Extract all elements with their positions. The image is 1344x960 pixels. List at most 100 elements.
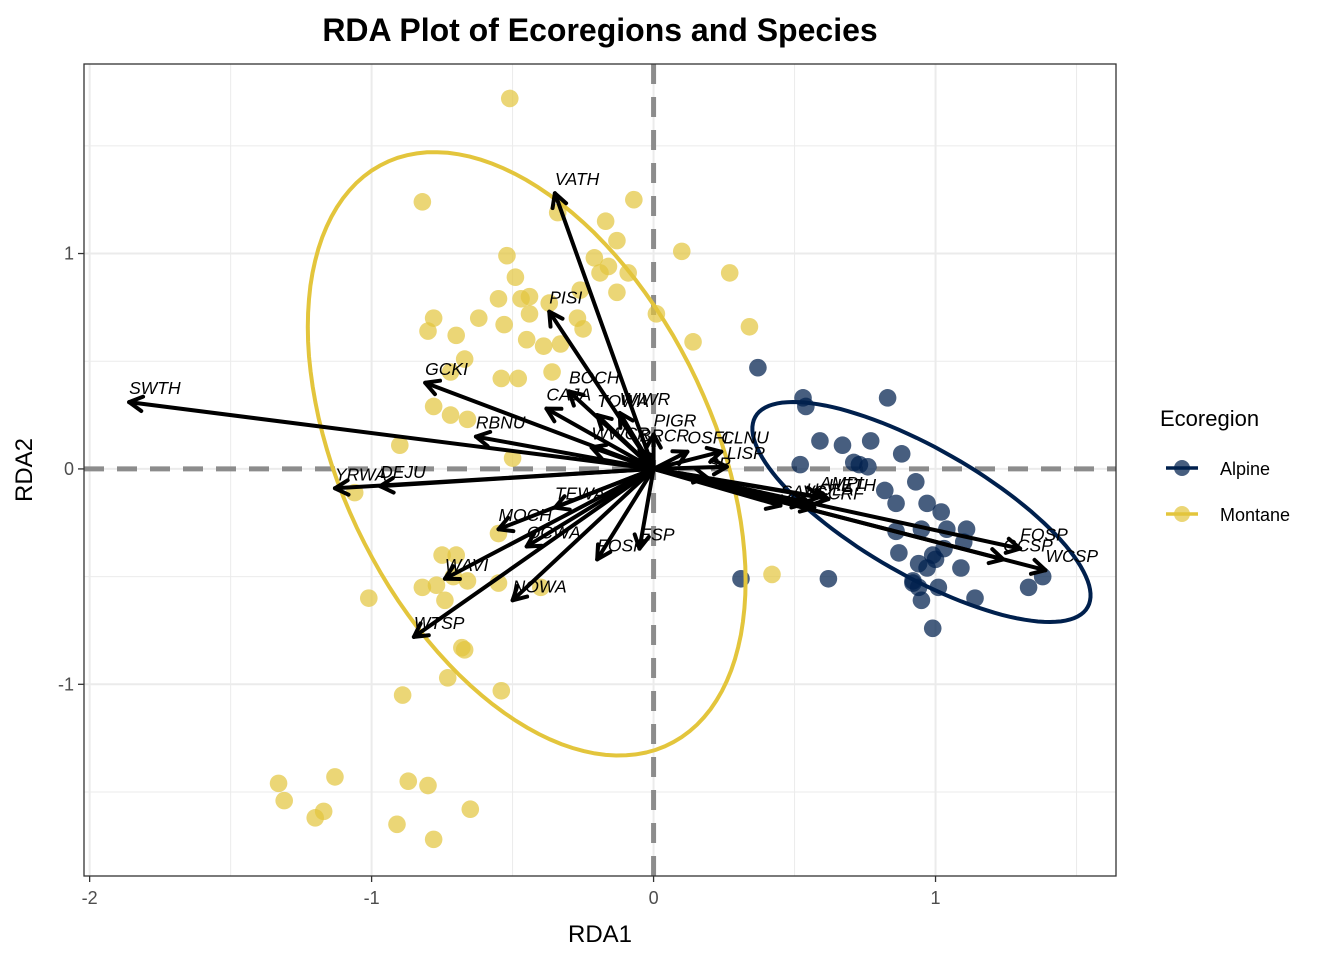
point-montane: [269, 774, 288, 793]
arrow-head: [812, 487, 831, 506]
species-label: MOCH: [498, 505, 552, 525]
point-montane: [489, 289, 508, 308]
arrow-shaft: [651, 466, 710, 480]
species-label: FOSP: [1020, 525, 1068, 545]
point-montane: [571, 281, 590, 299]
y-axis-title: RDA2: [11, 438, 38, 502]
point-alpine: [878, 389, 897, 407]
point-montane: [314, 802, 333, 821]
point-montane: [399, 772, 418, 791]
point-montane: [458, 572, 477, 590]
species-label: OSFL: [687, 428, 733, 448]
arrow-head: [411, 621, 431, 639]
point-montane: [419, 776, 437, 795]
point-alpine: [875, 481, 894, 500]
arrow-esp: [632, 466, 656, 551]
arrow-head: [442, 564, 462, 582]
point-alpine: [923, 619, 942, 638]
arrow-caja: [544, 406, 656, 471]
point-montane: [596, 212, 615, 231]
point-montane: [326, 768, 344, 786]
point-montane: [503, 449, 522, 467]
arrow-head: [423, 378, 443, 397]
arrow-wwcr: [589, 442, 656, 471]
point-montane: [433, 546, 451, 564]
arrow-shaft: [651, 466, 1023, 551]
arrow-brcr: [637, 447, 656, 471]
arrow-head: [552, 494, 572, 512]
point-alpine: [861, 432, 880, 450]
point-montane: [500, 89, 519, 108]
arrow-swth: [127, 394, 656, 471]
point-montane: [413, 193, 432, 211]
y-axis-ticks: -1 0 1: [58, 244, 84, 694]
arrow-shaft: [552, 191, 656, 471]
legend-entry-montane: Montane: [1166, 505, 1290, 525]
arrow-head: [496, 515, 516, 534]
arrow-sp: [651, 466, 710, 485]
point-montane: [391, 436, 409, 455]
point-montane: [427, 576, 446, 595]
point-montane: [509, 369, 528, 388]
species-label: HETH: [828, 475, 876, 495]
arrow-shaft: [595, 466, 656, 562]
arrow-shaft: [651, 464, 729, 471]
species-label: RBNU: [476, 413, 526, 433]
point-montane: [534, 337, 553, 355]
point-alpine: [833, 436, 852, 455]
point-montane: [498, 246, 516, 265]
point-montane: [543, 363, 561, 381]
legend-label-montane: Montane: [1220, 505, 1290, 525]
arrow-head: [332, 478, 351, 497]
species-label: WWCR: [592, 423, 651, 443]
arrow-head: [550, 191, 569, 211]
point-alpine: [926, 550, 945, 569]
species-label: HOLA: [806, 479, 854, 499]
point-montane: [492, 681, 511, 700]
point-montane: [520, 305, 539, 323]
arrow-shaft: [127, 400, 656, 471]
point-montane: [740, 317, 759, 336]
species-label: TOWA: [597, 391, 649, 411]
point-montane: [275, 791, 293, 810]
species-label: FOSP: [597, 535, 645, 555]
arrow-shaft: [651, 449, 724, 471]
arrow-nowa: [510, 466, 656, 603]
arrow-head: [595, 542, 613, 562]
point-montane: [763, 565, 781, 584]
arrow-head: [127, 394, 146, 413]
legend-key-montane-point: [1174, 506, 1190, 522]
point-alpine: [844, 453, 863, 472]
arrow-head: [644, 432, 663, 450]
point-montane: [447, 546, 465, 564]
point-alpine: [749, 358, 767, 377]
arrow-head: [1028, 557, 1048, 576]
point-alpine: [952, 559, 970, 577]
arrow-head: [617, 410, 635, 430]
arrow-head: [547, 309, 565, 329]
arrow-head: [632, 532, 651, 551]
y-tick-label: 1: [64, 244, 74, 264]
species-label: NOWA: [513, 576, 567, 596]
arrow-head: [1003, 536, 1023, 555]
point-montane: [388, 815, 406, 834]
arrow-head: [589, 442, 609, 461]
arrow-yrwa: [332, 466, 656, 497]
ellipse-montane: [305, 150, 748, 758]
point-montane: [608, 231, 626, 250]
point-montane: [424, 830, 443, 849]
point-montane: [455, 641, 474, 659]
point-alpine: [907, 473, 925, 491]
point-montane: [684, 333, 702, 351]
point-montane: [469, 309, 488, 327]
arrow-shaft: [442, 466, 656, 581]
point-montane: [585, 249, 604, 267]
point-montane: [574, 320, 592, 338]
x-tick-label: -2: [82, 888, 98, 908]
arrow-rbnu: [473, 429, 656, 471]
y-tick-label: -1: [58, 674, 74, 694]
species-label: YRWA: [335, 464, 387, 484]
species-label: WAVI: [445, 555, 489, 575]
species-label: TEWA: [555, 484, 605, 504]
